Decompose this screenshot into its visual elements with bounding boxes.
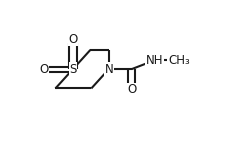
Text: O: O (68, 33, 77, 46)
Text: N: N (104, 63, 113, 76)
Text: NH: NH (145, 54, 162, 67)
Text: O: O (126, 83, 136, 96)
Text: S: S (69, 63, 76, 76)
Text: CH₃: CH₃ (167, 54, 189, 67)
Text: O: O (39, 63, 48, 76)
